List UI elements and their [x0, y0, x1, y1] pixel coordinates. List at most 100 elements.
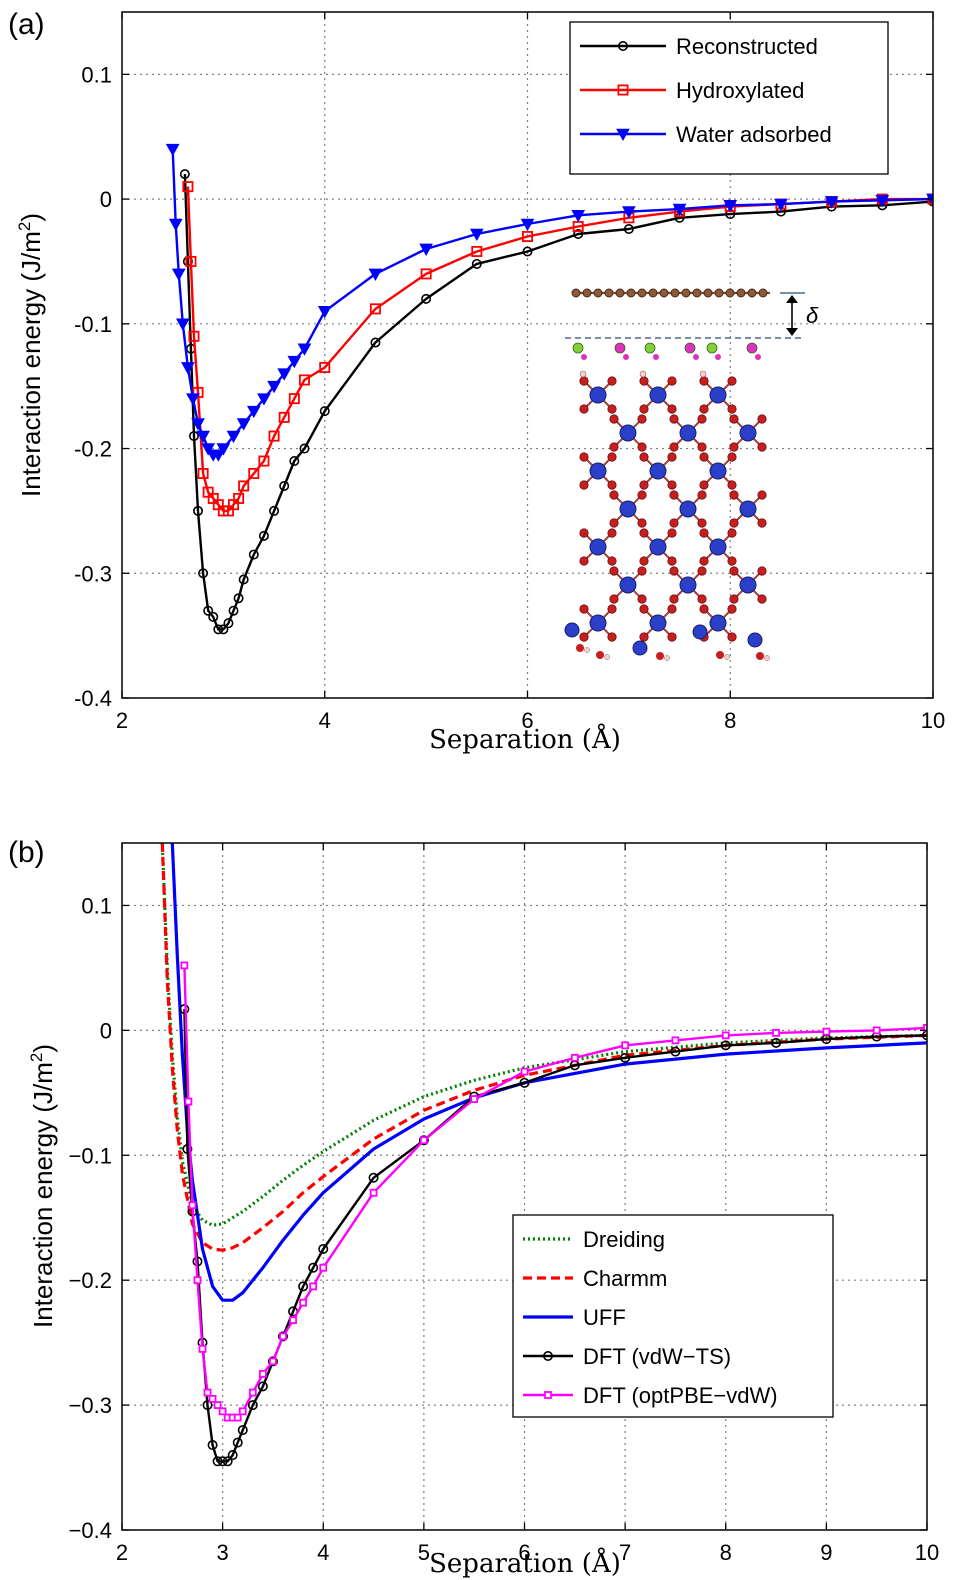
oxygen-atom — [607, 632, 617, 642]
oxygen-atom — [579, 480, 589, 490]
oxygen-atom — [699, 376, 709, 386]
data-point-water-adsorbed — [672, 203, 687, 217]
data-point-reconstructed — [471, 258, 482, 269]
data-point-water-adsorbed — [774, 198, 788, 212]
oxygen-atom — [637, 518, 647, 528]
oxygen-atom — [669, 518, 679, 528]
surface-hydrogen-atom — [623, 354, 629, 360]
data-point-dft-optpbe-vdw — [721, 1031, 730, 1040]
y-tick-label: −0.4 — [69, 1518, 112, 1543]
data-point-dft-vdw-ts — [217, 1456, 228, 1467]
silicon-atom — [747, 632, 763, 648]
data-point-dft-optpbe-vdw — [180, 961, 189, 970]
data-point-reconstructed — [233, 593, 244, 604]
data-point-hydroxylated — [298, 374, 310, 386]
y-axis-label-close: ) — [28, 1044, 58, 1053]
data-point-reconstructed — [223, 618, 234, 629]
carbon-atom — [648, 288, 658, 298]
y-tick-label: 0 — [100, 1018, 112, 1043]
x-axis-label: Separation (Å) — [429, 723, 621, 755]
data-point-dft-optpbe-vdw — [248, 1388, 257, 1397]
data-point-hydroxylated — [522, 231, 534, 243]
data-point-dft-vdw-ts — [247, 1400, 258, 1411]
data-point-reconstructed — [188, 431, 199, 442]
oxygen-atom — [596, 651, 604, 659]
data-point-dft-vdw-ts — [267, 1356, 278, 1367]
surface-hydroxyl-atom — [684, 342, 696, 354]
data-point-water-adsorbed — [196, 430, 210, 444]
oxygen-atom — [609, 490, 619, 500]
data-point-reconstructed — [258, 530, 269, 541]
y-tick-label: 0.1 — [81, 893, 112, 918]
data-point-dft-optpbe-vdw — [279, 1332, 287, 1341]
data-point-hydroxylated — [420, 268, 432, 280]
data-point-hydroxylated — [248, 467, 260, 479]
oxygen-atom — [607, 376, 617, 386]
data-point-water-adsorbed — [824, 196, 839, 209]
data-point-dft-optpbe-vdw — [299, 1298, 308, 1307]
silicon-atom — [619, 500, 637, 518]
oxygen-atom — [699, 528, 709, 538]
data-point-dft-optpbe-vdw — [218, 1407, 227, 1416]
data-point-water-adsorbed — [246, 405, 261, 419]
oxygen-atom — [697, 414, 707, 424]
data-point-dft-optpbe-vdw — [309, 1282, 318, 1291]
data-point-dft-optpbe-vdw — [198, 1344, 207, 1353]
data-point-reconstructed — [319, 406, 330, 417]
carbon-atom — [725, 288, 735, 298]
data-point-dft-optpbe-vdw — [520, 1067, 529, 1076]
oxygen-atom — [699, 404, 709, 414]
oxygen-atom — [669, 594, 679, 604]
surface-hydroxyl-atom — [706, 342, 718, 354]
data-point-hydroxylated — [319, 361, 331, 373]
data-point-water-adsorbed — [368, 268, 383, 281]
legend-label-dft-optpbe-vdw: DFT (optPBE−vdW) — [583, 1383, 778, 1408]
oxygen-atom — [729, 414, 739, 424]
oxygen-atom — [607, 480, 617, 490]
data-point-water-adsorbed — [175, 318, 190, 331]
x-tick-label: 8 — [720, 1540, 732, 1565]
oxygen-atom — [609, 518, 619, 528]
legend-box — [569, 21, 889, 175]
carbon-atom — [593, 288, 603, 298]
data-point-reconstructed — [213, 624, 224, 635]
oxygen-atom — [757, 442, 767, 452]
silicon-atom — [739, 424, 757, 442]
series-line-reconstructed — [183, 174, 933, 631]
data-point-hydroxylated — [268, 430, 280, 442]
y-tick-label: -0.1 — [74, 312, 112, 337]
data-point-water-adsorbed — [723, 200, 738, 213]
data-point-water-adsorbed — [875, 195, 890, 208]
surface-hydrogen-atom — [693, 354, 699, 360]
x-tick-label: 6 — [521, 708, 533, 733]
data-point-dft-vdw-ts — [182, 1144, 193, 1155]
silicon-atom — [709, 462, 727, 480]
oxygen-atom — [576, 644, 584, 652]
data-point-water-adsorbed — [297, 343, 312, 356]
x-tick-label: 10 — [915, 1540, 939, 1565]
silicon-atom — [709, 614, 727, 632]
data-point-water-adsorbed — [181, 362, 195, 375]
data-point-dft-vdw-ts — [368, 1172, 379, 1183]
carbon-atom — [659, 288, 669, 298]
carbon-atom — [692, 288, 702, 298]
legend: Dreiding Charmm UFF DFT (vdW−TS) DFT (optPBE… — [512, 1214, 834, 1418]
oxygen-atom — [667, 404, 677, 414]
y-tick-label: 0.1 — [81, 62, 112, 87]
series-line-charmm — [160, 843, 927, 1252]
carbon-atom — [604, 288, 614, 298]
y-tick-label: −0.2 — [69, 1268, 112, 1293]
data-point-dft-vdw-ts — [237, 1425, 248, 1436]
data-point-dft-vdw-ts — [670, 1046, 681, 1057]
legend-label-dft-vdw-ts: DFT (vdW−TS) — [583, 1344, 731, 1369]
oxygen-atom — [727, 604, 737, 614]
data-point-water-adsorbed — [201, 443, 216, 456]
data-point-water-adsorbed — [469, 228, 484, 242]
oxygen-atom — [637, 490, 647, 500]
oxygen-atom — [667, 604, 677, 614]
x-tick-label: 4 — [317, 1540, 329, 1565]
legend-label-water-adsorbed: Water adsorbed — [676, 122, 832, 147]
oxygen-atom — [579, 452, 589, 462]
x-tick-label: 2 — [116, 1540, 128, 1565]
x-tick-label: 3 — [217, 1540, 229, 1565]
